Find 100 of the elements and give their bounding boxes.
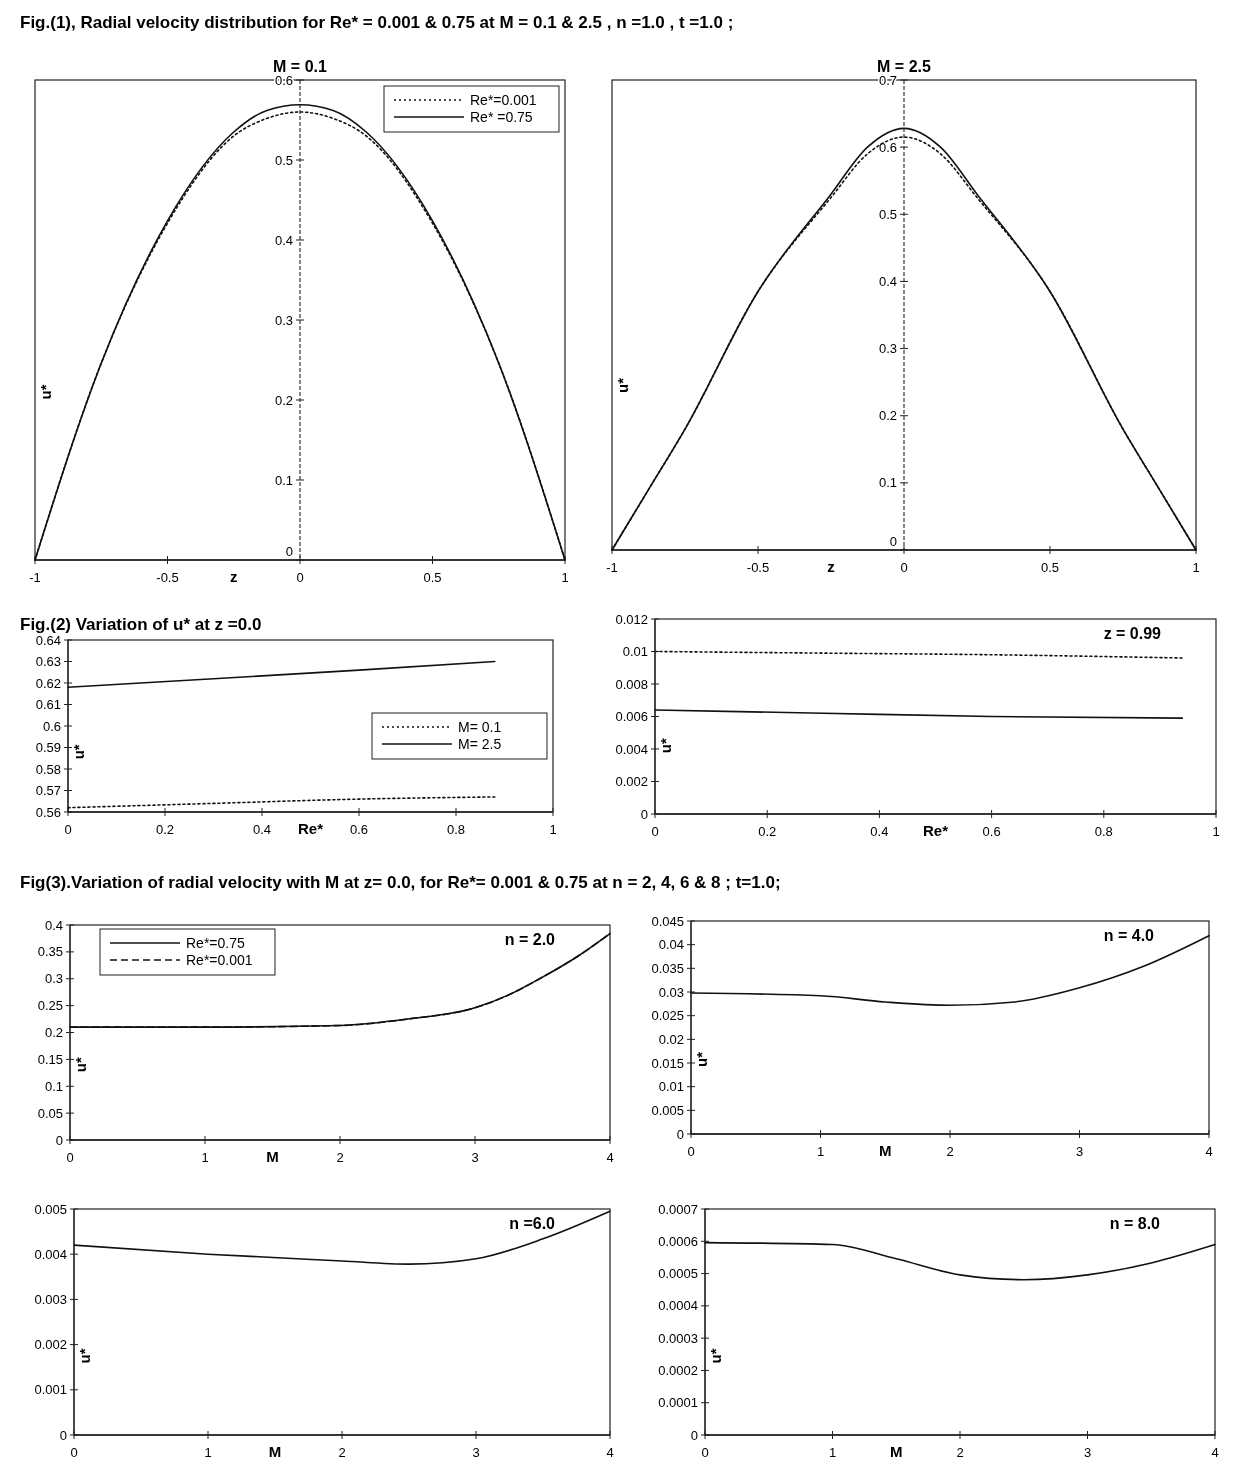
y-tick-label: 0.64 xyxy=(35,632,61,648)
y-tick-label: 0.1 xyxy=(878,475,897,491)
y-tick-label: 0.005 xyxy=(34,1201,67,1217)
chart-title: Fig.(2) Variation of u* at z =0.0 xyxy=(20,615,262,634)
y-axis-title: u* xyxy=(37,384,54,400)
x-axis-title: Re* xyxy=(922,822,949,839)
y-tick-label: 0.1 xyxy=(274,472,293,488)
y-axis-title: u* xyxy=(72,1057,89,1073)
x-axis-title: z xyxy=(827,558,835,575)
x-axis-title: M xyxy=(890,1443,903,1460)
y-tick-label: 0 xyxy=(676,1126,684,1142)
y-tick-label: 0.57 xyxy=(35,783,61,798)
text: M = 2.5 xyxy=(877,58,931,75)
line-series xyxy=(654,709,1184,719)
text: M = 0.1 xyxy=(273,58,327,75)
y-tick-label: 0.0007 xyxy=(658,1201,698,1217)
x-axis-title: Re* xyxy=(297,820,324,837)
x-tick-label: 4 xyxy=(606,1150,614,1165)
legend-label: Re*=0.001 xyxy=(186,952,253,968)
x-tick-label: 2 xyxy=(956,1445,964,1460)
y-tick-label: 0 xyxy=(889,534,897,549)
y-tick-label: 0.004 xyxy=(34,1246,67,1262)
x-tick-label: -0.5 xyxy=(746,560,770,575)
y-tick-label: 0.6 xyxy=(878,139,897,155)
y-tick-label: 0.5 xyxy=(274,152,293,168)
y-tick-label: 0.001 xyxy=(34,1382,67,1398)
line-series xyxy=(67,660,496,689)
y-tick-label: 0.02 xyxy=(658,1031,684,1047)
y-axis-title: u* xyxy=(70,744,87,760)
x-axis-title: M xyxy=(879,1142,892,1159)
y-tick-label: 0.0004 xyxy=(658,1298,698,1314)
y-tick-label: 0.25 xyxy=(37,998,63,1014)
annotation: n = 8.0 xyxy=(1109,1215,1161,1232)
y-tick-label: 0.2 xyxy=(878,408,897,424)
x-tick-label: 1 xyxy=(204,1445,212,1460)
y-axis-title: u* xyxy=(707,1348,724,1364)
x-tick-label: 4 xyxy=(1211,1445,1219,1460)
legend-label: Re* =0.75 xyxy=(470,109,533,125)
x-tick-label: 1 xyxy=(1212,824,1220,839)
y-tick-label: 0 xyxy=(59,1427,67,1443)
x-tick-label: 1 xyxy=(561,570,569,585)
line-series xyxy=(654,650,1184,659)
y-axis-title: u* xyxy=(657,738,674,754)
y-tick-label: 0.61 xyxy=(35,697,61,712)
x-tick-label: 0.8 xyxy=(446,822,466,837)
y-tick-label: 0.63 xyxy=(35,654,61,669)
y-tick-label: 0.6 xyxy=(274,72,293,88)
y-tick-label: 0.01 xyxy=(622,644,648,659)
legend-label: M= 0.1 xyxy=(458,719,502,735)
y-tick-label: 0.62 xyxy=(35,675,61,691)
y-tick-label: 0.2 xyxy=(44,1025,63,1040)
x-axis-title: M xyxy=(268,1443,282,1460)
y-tick-label: 0.0001 xyxy=(658,1395,698,1411)
x-tick-label: 1 xyxy=(828,1445,837,1460)
legend-label: Re*=0.75 xyxy=(186,935,245,951)
x-tick-label: 4 xyxy=(606,1445,614,1460)
y-tick-label: 0 xyxy=(285,544,293,559)
x-tick-label: 0 xyxy=(70,1445,78,1460)
x-axis-title: z xyxy=(230,568,238,585)
y-tick-label: 0 xyxy=(55,1132,63,1148)
y-tick-label: 0.05 xyxy=(37,1105,63,1121)
x-tick-label: 0 xyxy=(296,570,304,585)
x-tick-label: 0.5 xyxy=(423,570,442,585)
y-tick-label: 0.0003 xyxy=(658,1330,698,1346)
x-tick-label: 3 xyxy=(1075,1144,1084,1159)
annotation: n = 4.0 xyxy=(1103,927,1155,944)
y-tick-label: 0.35 xyxy=(37,944,63,960)
legend-label: Re*=0.001 xyxy=(470,92,537,108)
y-axis-title: u* xyxy=(76,1348,93,1364)
y-tick-label: 0.0006 xyxy=(658,1233,698,1249)
line-series xyxy=(67,796,496,809)
y-tick-label: 0.3 xyxy=(878,341,897,357)
annotation: n =6.0 xyxy=(509,1215,556,1232)
y-tick-label: 0.7 xyxy=(878,72,897,88)
x-tick-label: 0.8 xyxy=(1094,824,1113,839)
y-axis-title: u* xyxy=(693,1051,710,1067)
y-tick-label: 0.01 xyxy=(658,1079,684,1095)
x-tick-label: 0.2 xyxy=(155,822,175,837)
y-tick-label: 0.5 xyxy=(878,206,897,222)
y-tick-label: 0.0002 xyxy=(658,1362,698,1378)
y-tick-label: 0.6 xyxy=(42,718,61,734)
y-tick-label: 0.002 xyxy=(34,1337,67,1353)
line-series xyxy=(73,1210,611,1265)
y-tick-label: 0.3 xyxy=(44,971,63,987)
chart-title: Fig(3).Variation of radial velocity with M at z= 0.0, for Re*= 0.001 & 0.75 at n = 2, 4, 6 & 8 ; t=1.0; xyxy=(20,873,781,892)
x-tick-label: 1 xyxy=(549,822,557,837)
y-tick-label: 0.3 xyxy=(274,312,293,328)
x-tick-label: 1 xyxy=(816,1144,825,1159)
annotation: n = 2.0 xyxy=(504,931,556,948)
line-series xyxy=(704,1241,1216,1281)
y-tick-label: 0.4 xyxy=(44,917,63,933)
y-tick-label: 0.04 xyxy=(658,937,684,953)
y-tick-label: 0.045 xyxy=(651,913,684,929)
x-tick-label: 0 xyxy=(701,1445,709,1460)
y-tick-label: 0.56 xyxy=(35,804,61,820)
y-tick-label: 0.58 xyxy=(35,761,61,777)
x-tick-label: -0.5 xyxy=(156,570,179,585)
x-tick-label: 3 xyxy=(1083,1445,1092,1460)
x-tick-label: 0.4 xyxy=(252,822,272,837)
x-tick-label: 1 xyxy=(1192,560,1200,575)
